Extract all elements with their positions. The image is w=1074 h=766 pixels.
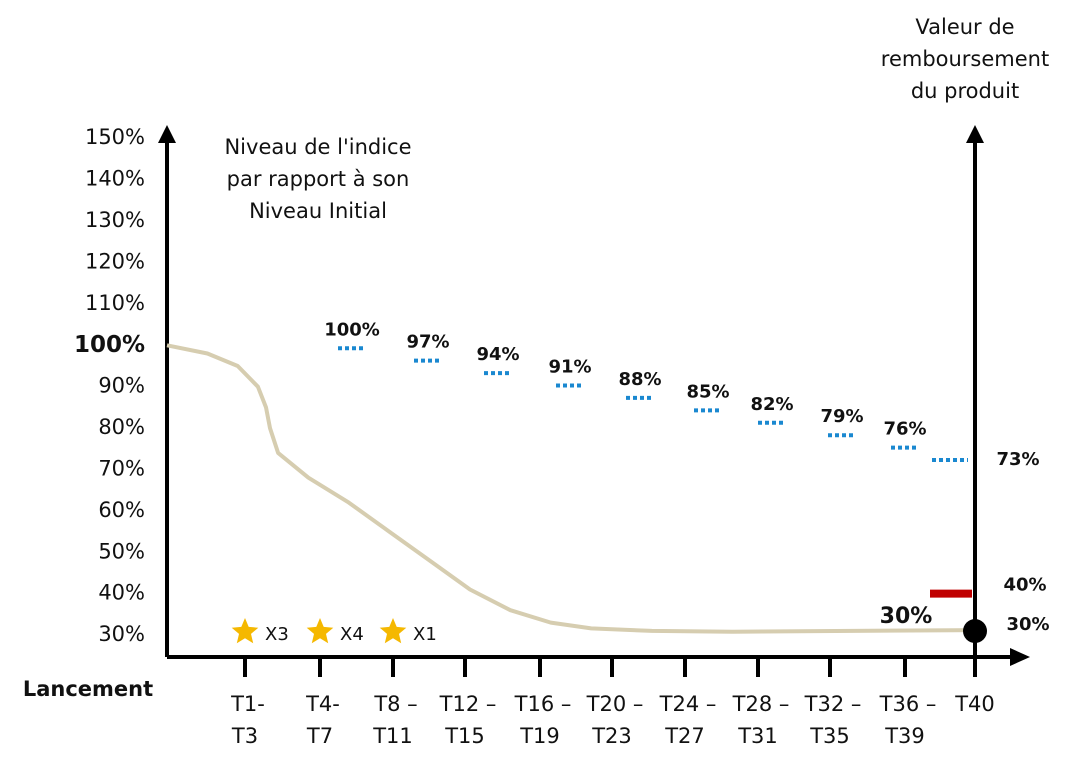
barrier-label: 100% — [324, 319, 380, 340]
x-axis-arrow — [1010, 648, 1030, 666]
x-tick-label: T39 — [884, 724, 925, 748]
barrier-label: 76% — [883, 419, 926, 440]
barrier-label: 82% — [750, 394, 793, 415]
y-tick-label: 150% — [85, 125, 145, 149]
star-icon — [379, 618, 407, 644]
chart-title: Niveau Initial — [249, 199, 387, 223]
chart-title: par rapport à son — [227, 167, 410, 191]
y-tick-label: 140% — [85, 167, 145, 191]
y2-title: remboursement — [881, 47, 1049, 71]
y-tick-label: 70% — [98, 456, 145, 480]
x-tick-label: T35 — [809, 724, 850, 748]
barrier-label: 91% — [548, 357, 591, 378]
x-tick-label: T28 – — [732, 692, 790, 716]
y-tick-label: 130% — [85, 208, 145, 232]
barrier-label: 88% — [618, 369, 661, 390]
final-value-dot — [963, 619, 987, 644]
x-tick-label: T31 — [737, 724, 778, 748]
y-tick-label: 50% — [98, 539, 145, 563]
barrier-label: 97% — [406, 332, 449, 353]
curve-end-label: 30% — [880, 604, 933, 629]
x-tick-label: T15 — [444, 724, 485, 748]
y-tick-label: 120% — [85, 249, 145, 273]
x-tick-label: T27 — [664, 724, 705, 748]
barrier-label: 73% — [996, 449, 1039, 470]
multiplier-label: X3 — [265, 624, 289, 645]
x-tick-label: T8 – — [373, 692, 417, 716]
y-tick-label: 60% — [98, 498, 145, 522]
y2-title: du produit — [911, 79, 1019, 103]
star-icon — [231, 618, 259, 644]
x-tick-label: T40 — [954, 692, 995, 716]
x-tick-label: T20 – — [586, 692, 644, 716]
x-tick-label: T24 – — [659, 692, 717, 716]
x-tick-label: T3 — [231, 724, 258, 748]
x-tick-label: T12 – — [439, 692, 497, 716]
y-tick-label: 110% — [85, 291, 145, 315]
red-level-label: 40% — [1003, 575, 1046, 596]
x-tick-label: T16 – — [514, 692, 572, 716]
multiplier-label: X1 — [413, 624, 437, 645]
index-curve — [166, 343, 976, 634]
y-tick-label: 100% — [74, 332, 145, 358]
barrier-label: 79% — [820, 406, 863, 427]
x-tick-label: T23 — [591, 724, 632, 748]
x-tick-label: T11 — [372, 724, 413, 748]
star-icon — [306, 618, 334, 644]
y-tick-label: 90% — [98, 374, 145, 398]
barrier-label: 94% — [476, 344, 519, 365]
final-value-label: 30% — [1006, 614, 1049, 635]
x-tick-label: T1- — [230, 692, 265, 716]
y-tick-label: 40% — [98, 581, 145, 605]
x-tick-label: T32 – — [804, 692, 862, 716]
y-tick-label: 30% — [98, 622, 145, 646]
chart-title: Niveau de l'indice — [224, 135, 411, 159]
y2-title: Valeur de — [915, 15, 1014, 39]
x-tick-label: T19 — [519, 724, 560, 748]
y-tick-label: 80% — [98, 415, 145, 439]
x-tick-label: T36 – — [879, 692, 937, 716]
x-tick-label: T4- — [305, 692, 340, 716]
multiplier-label: X4 — [340, 624, 364, 645]
barrier-label: 85% — [686, 381, 729, 402]
y2-axis-arrow — [966, 125, 984, 143]
x-tick-label: T7 — [306, 724, 333, 748]
y-axis-arrow — [158, 125, 176, 143]
x-origin-label: Lancement — [23, 677, 153, 701]
